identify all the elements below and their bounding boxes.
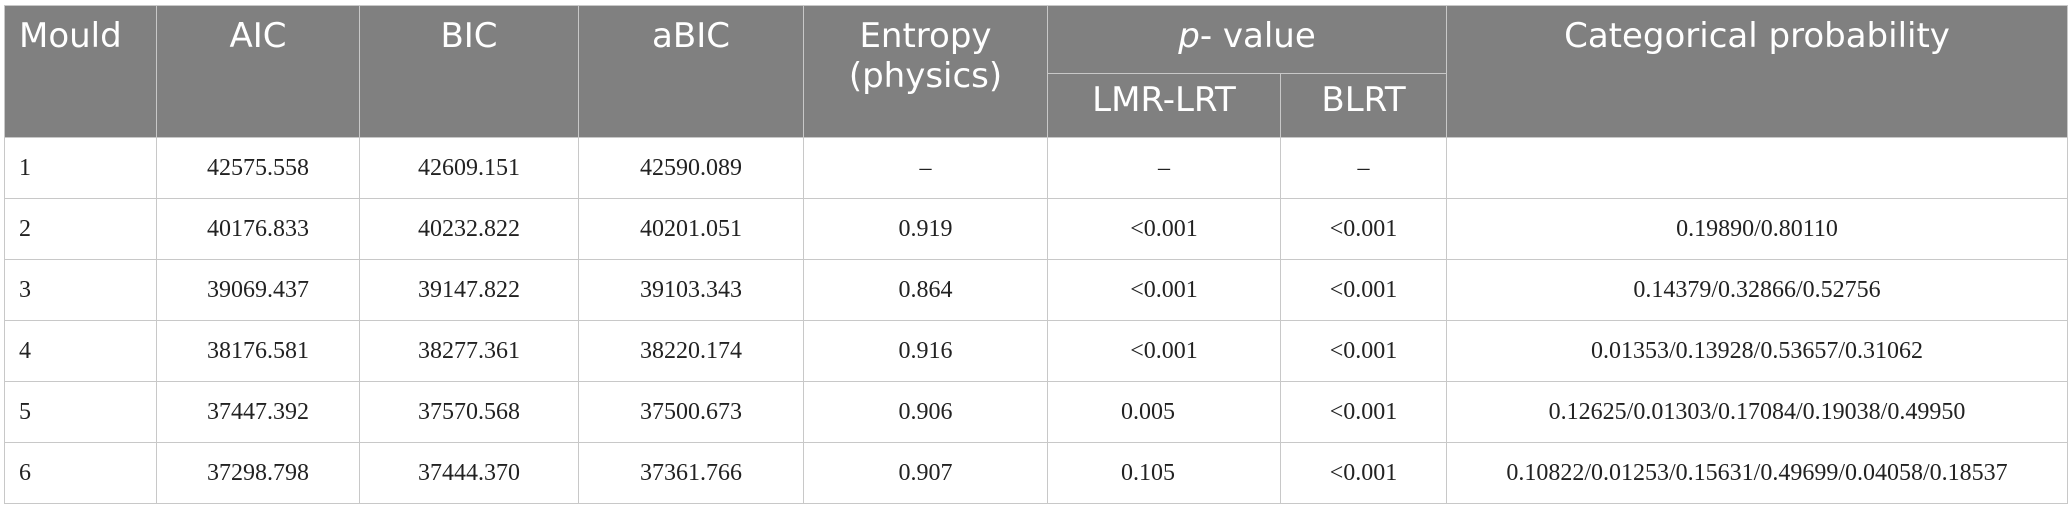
results-table-container: Mould AIC BIC aBIC Entropy (physics) p- … xyxy=(4,5,2068,504)
cell-bic: 38277.361 xyxy=(359,320,579,382)
model-fit-table: Mould AIC BIC aBIC Entropy (physics) p- … xyxy=(4,5,2068,504)
cell-categorical-probability: 0.19890/0.80110 xyxy=(1446,198,2068,260)
cell-bic: 37570.568 xyxy=(359,381,579,443)
cell-bic: 42609.151 xyxy=(359,137,579,199)
cell-lmr-lrt: <0.001 xyxy=(1047,320,1281,382)
cell-mould: 6 xyxy=(4,442,157,504)
cell-blrt: <0.001 xyxy=(1279,381,1448,443)
header-bic: BIC xyxy=(359,5,579,138)
cell-lmr-lrt: – xyxy=(1047,137,1281,199)
header-row: Mould AIC BIC aBIC Entropy (physics) p- … xyxy=(4,5,2068,138)
cell-mould: 3 xyxy=(4,259,157,321)
header-mould: Mould xyxy=(4,5,157,138)
table-row: 3 39069.437 39147.822 39103.343 0.864 <0… xyxy=(4,259,2068,321)
cell-lmr-lrt: <0.001 xyxy=(1047,198,1281,260)
cell-abic: 37361.766 xyxy=(578,442,804,504)
cell-abic: 38220.174 xyxy=(578,320,804,382)
cell-blrt: <0.001 xyxy=(1279,259,1448,321)
cell-categorical-probability: 0.01353/0.13928/0.53657/0.31062 xyxy=(1446,320,2068,382)
header-entropy-line1: Entropy xyxy=(859,16,992,56)
header-entropy-line2: (physics) xyxy=(848,56,1003,96)
cell-abic: 39103.343 xyxy=(578,259,804,321)
cell-blrt: – xyxy=(1279,137,1448,199)
cell-categorical-probability xyxy=(1446,137,2068,199)
cell-abic: 40201.051 xyxy=(578,198,804,260)
cell-aic: 38176.581 xyxy=(156,320,360,382)
cell-mould: 4 xyxy=(4,320,157,382)
cell-aic: 37447.392 xyxy=(156,381,360,443)
cell-lmr-lrt: 0.005 xyxy=(1047,381,1281,443)
cell-aic: 37298.798 xyxy=(156,442,360,504)
cell-mould: 1 xyxy=(4,137,157,199)
cell-blrt: <0.001 xyxy=(1279,320,1448,382)
header-aic: AIC xyxy=(156,5,360,138)
cell-entropy: 0.906 xyxy=(803,381,1048,443)
cell-aic: 39069.437 xyxy=(156,259,360,321)
cell-bic: 40232.822 xyxy=(359,198,579,260)
cell-entropy: 0.907 xyxy=(803,442,1048,504)
cell-mould: 2 xyxy=(4,198,157,260)
cell-aic: 42575.558 xyxy=(156,137,360,199)
header-abic: aBIC xyxy=(578,5,804,138)
cell-entropy: 0.864 xyxy=(803,259,1048,321)
cell-aic: 40176.833 xyxy=(156,198,360,260)
header-pvalue-rest: - value xyxy=(1199,16,1316,56)
cell-lmr-lrt: 0.105 xyxy=(1047,442,1281,504)
cell-entropy: 0.916 xyxy=(803,320,1048,382)
cell-abic: 42590.089 xyxy=(578,137,804,199)
cell-categorical-probability: 0.12625/0.01303/0.17084/0.19038/0.49950 xyxy=(1446,381,2068,443)
cell-bic: 39147.822 xyxy=(359,259,579,321)
cell-bic: 37444.370 xyxy=(359,442,579,504)
header-entropy: Entropy (physics) xyxy=(803,5,1048,138)
cell-lmr-lrt: <0.001 xyxy=(1047,259,1281,321)
table-row: 1 42575.558 42609.151 42590.089 – – – xyxy=(4,137,2068,199)
cell-mould: 5 xyxy=(4,381,157,443)
header-categorical-probability: Categorical probability xyxy=(1446,5,2068,138)
subheader-row: LMR-LRT BLRT xyxy=(5,73,2068,138)
cell-entropy: – xyxy=(803,137,1048,199)
table-row: 2 40176.833 40232.822 40201.051 0.919 <0… xyxy=(4,198,2068,260)
header-lmr-lrt: LMR-LRT xyxy=(1047,73,1281,138)
cell-blrt: <0.001 xyxy=(1279,442,1448,504)
cell-categorical-probability: 0.10822/0.01253/0.15631/0.49699/0.04058/… xyxy=(1446,442,2068,504)
header-blrt: BLRT xyxy=(1279,73,1448,138)
header-pvalue: p- value xyxy=(1046,5,1448,74)
table-row: 4 38176.581 38277.361 38220.174 0.916 <0… xyxy=(4,320,2068,382)
table-row: 5 37447.392 37570.568 37500.673 0.906 0.… xyxy=(4,381,2068,443)
cell-blrt: <0.001 xyxy=(1279,198,1448,260)
cell-abic: 37500.673 xyxy=(578,381,804,443)
header-pvalue-italic: p xyxy=(1178,16,1200,56)
table-row: 6 37298.798 37444.370 37361.766 0.907 0.… xyxy=(4,442,2068,504)
cell-entropy: 0.919 xyxy=(803,198,1048,260)
cell-categorical-probability: 0.14379/0.32866/0.52756 xyxy=(1446,259,2068,321)
